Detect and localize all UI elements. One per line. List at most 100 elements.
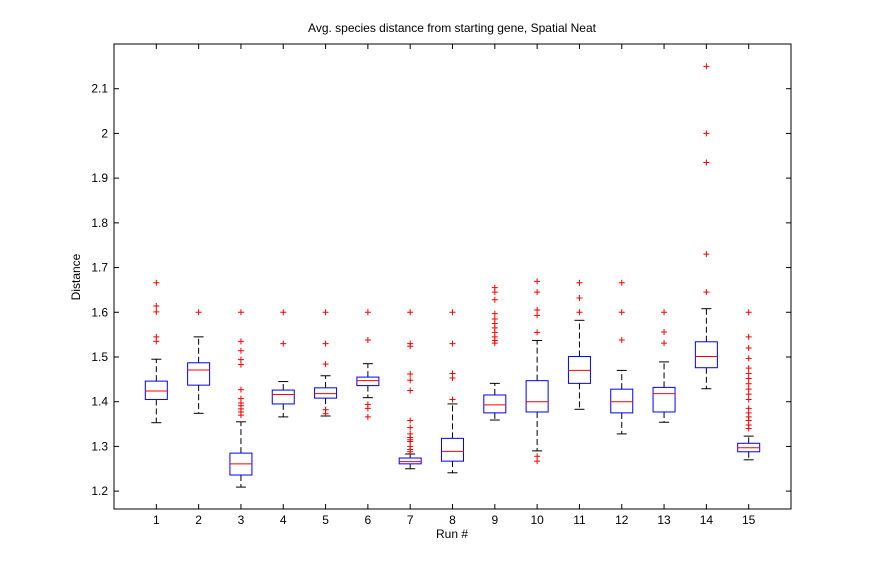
plot-area [113,43,792,510]
outlier-point [407,430,414,437]
outlier-point [745,309,752,316]
y-tick-label: 1.7 [91,261,108,275]
outlier-point [237,347,244,354]
outlier-point [195,309,202,316]
box-run-10 [525,278,549,465]
box-run-2 [187,309,211,414]
x-tick-label: 5 [322,513,329,527]
outlier-point [534,453,541,460]
outlier-point [745,355,752,362]
outlier-point [576,309,583,316]
box-iqr [187,362,211,386]
box-run-9 [483,284,507,421]
box-run-3 [229,309,253,488]
box-iqr [271,389,295,405]
outlier-point [322,309,329,316]
y-tick-label: 2 [101,126,108,140]
x-tick-label: 7 [407,513,414,527]
outlier-point [449,396,456,403]
box-iqr [610,388,634,414]
box-run-6 [356,309,380,420]
outlier-point [364,401,371,408]
outlier-point [449,309,456,316]
outlier-point [237,386,244,393]
outlier-point [449,340,456,347]
boxes [144,63,761,488]
outlier-point [745,370,752,377]
box-run-13 [652,309,676,423]
outlier-point [534,278,541,285]
outlier-point [407,417,414,424]
y-tick-label: 1.3 [91,439,108,453]
outlier-point [153,308,160,315]
box-run-11 [567,279,591,410]
outlier-point [745,405,752,412]
outlier-point [491,296,498,303]
outlier-point [407,340,414,347]
box-iqr [525,380,549,413]
outlier-point [534,312,541,319]
outlier-point [618,336,625,343]
y-tick-label: 1.5 [91,350,108,364]
outlier-point [407,424,414,431]
outlier-point [491,310,498,317]
outlier-point [703,289,710,296]
outlier-point [322,340,329,347]
outlier-point [364,309,371,316]
x-tick-label: 14 [700,513,714,527]
y-axis-label: Distance [69,253,83,300]
outlier-point [237,356,244,363]
outlier-point [280,340,287,347]
outlier-point [534,329,541,336]
x-tick-label: 2 [195,513,202,527]
x-tick-label: 9 [491,513,498,527]
outlier-point [703,251,710,258]
outlier-point [745,380,752,387]
outlier-point [237,338,244,345]
box-iqr [314,387,338,399]
outlier-point [491,315,498,322]
box-iqr [144,380,168,400]
outlier-point [661,328,668,335]
box-run-14 [694,63,718,390]
outlier-point [618,279,625,286]
box-run-12 [610,279,634,435]
outlier-point [703,159,710,166]
outlier-point [449,370,456,377]
outlier-point [237,395,244,402]
outlier-point [322,406,329,413]
box-run-8 [441,309,464,474]
box-run-7 [398,309,422,470]
y-tick-label: 1.2 [91,484,108,498]
y-tick-label: 1.8 [91,216,108,230]
x-tick-label: 13 [657,513,671,527]
outlier-point [745,345,752,352]
outlier-point [661,309,668,316]
outlier-point [745,365,752,372]
x-tick-label: 3 [238,513,245,527]
outlier-point [153,279,160,286]
x-tick-label: 10 [530,513,544,527]
outlier-point [618,309,625,316]
outlier-point [407,309,414,316]
outlier-point [322,361,329,368]
outlier-point [407,377,414,384]
outlier-point [407,387,414,394]
box-run-5 [314,309,338,417]
y-tick-label: 1.4 [91,395,108,409]
box-iqr [441,437,464,462]
outlier-point [407,370,414,377]
outlier-point [534,289,541,296]
outlier-point [703,63,710,70]
y-tick-label: 2.1 [91,82,108,96]
box-iqr [652,386,676,413]
box-iqr [356,376,380,387]
box-iqr [483,394,507,414]
x-tick-label: 6 [365,513,372,527]
outlier-point [576,279,583,286]
x-axis-label: Run # [436,527,468,541]
x-tick-label: 4 [280,513,287,527]
outlier-point [364,336,371,343]
x-tick-label: 12 [615,513,629,527]
box-iqr [694,341,718,369]
